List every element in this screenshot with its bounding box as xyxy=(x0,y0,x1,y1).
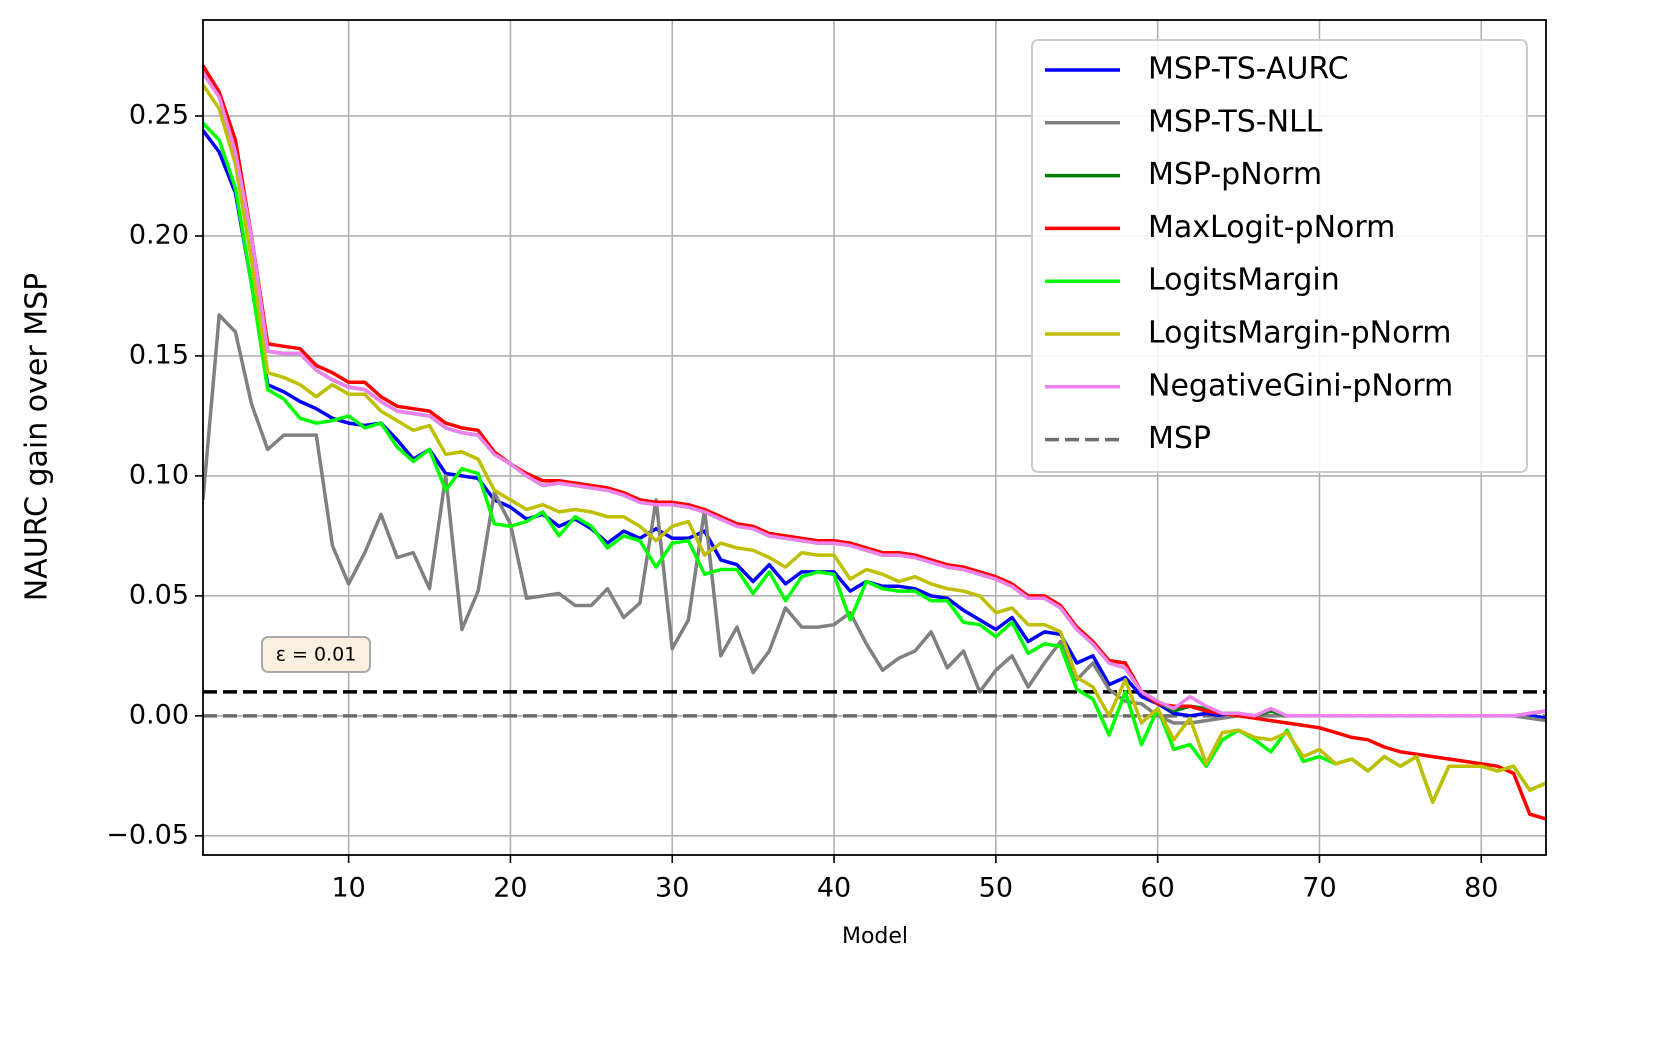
legend-label: NegativeGini-pNorm xyxy=(1148,368,1453,403)
x-tick-label: 30 xyxy=(655,873,689,904)
series-line xyxy=(203,83,1546,804)
legend-label: MSP xyxy=(1148,421,1211,456)
y-tick-label: 0.25 xyxy=(129,99,189,130)
x-tick-label: 20 xyxy=(493,873,527,904)
legend-label: LogitsMargin xyxy=(1148,263,1340,298)
y-tick-label: 0.20 xyxy=(129,219,189,250)
y-axis-label: NAURC gain over MSP xyxy=(20,273,55,602)
x-tick-label: 50 xyxy=(979,873,1013,904)
y-tick-label: 0.15 xyxy=(129,339,189,370)
legend-label: MSP-TS-NLL xyxy=(1148,104,1323,139)
y-tick-label: 0.00 xyxy=(129,699,189,730)
plot-frame xyxy=(202,19,1547,856)
series-line xyxy=(203,121,1546,804)
x-tick-label: 40 xyxy=(817,873,851,904)
legend: MSP-TS-AURC MSP-TS-NLL MSP-pNorm MaxLogit-p… xyxy=(1031,39,1528,473)
y-tick-label: 0.05 xyxy=(129,579,189,610)
legend-label: MaxLogit-pNorm xyxy=(1148,210,1395,245)
legend-label: MSP-TS-AURC xyxy=(1148,52,1349,87)
annotation-text: ε = 0.01 xyxy=(276,644,357,666)
legend-label: MSP-pNorm xyxy=(1148,157,1322,192)
x-tick-label: 80 xyxy=(1464,873,1498,904)
x-tick-label: 10 xyxy=(331,873,365,904)
x-axis-label: Model xyxy=(842,924,908,949)
x-tick-label: 70 xyxy=(1302,873,1336,904)
legend-box xyxy=(1031,39,1528,473)
x-tick-label: 60 xyxy=(1140,873,1174,904)
annotation-box xyxy=(261,636,371,673)
legend-label: LogitsMargin-pNorm xyxy=(1148,316,1451,351)
y-tick-label: 0.10 xyxy=(129,459,189,490)
series-line xyxy=(203,64,1546,821)
annotation: ε = 0.01 xyxy=(261,636,371,673)
plot-area xyxy=(203,64,1546,821)
y-tick-label: −0.05 xyxy=(106,819,189,850)
series-line xyxy=(203,71,1546,718)
